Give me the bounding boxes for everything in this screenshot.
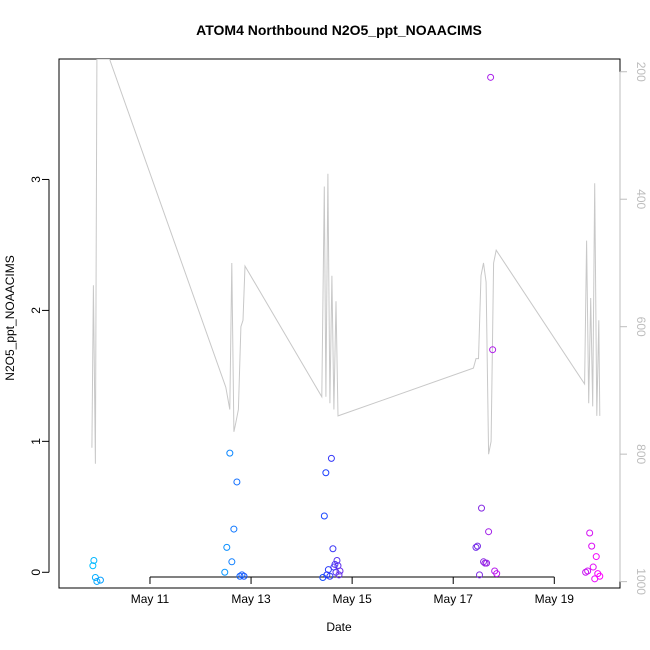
data-point — [487, 73, 495, 81]
x-tick-label: May 17 — [434, 592, 474, 606]
right-tick-label: 1000 — [634, 568, 648, 595]
data-point — [324, 566, 332, 574]
data-point — [223, 543, 231, 551]
data-point — [320, 512, 328, 520]
data-point — [327, 454, 335, 462]
data-point — [596, 572, 604, 580]
data-point — [221, 568, 229, 576]
y-axis: 0 1 2 3 — [29, 176, 50, 576]
right-axis: 200 400 600 800 1000 — [619, 62, 648, 595]
data-point — [586, 529, 594, 537]
data-point — [473, 542, 481, 550]
x-tick-label: May 19 — [535, 592, 575, 606]
right-tick-label: 400 — [634, 189, 648, 209]
data-point — [326, 572, 334, 580]
data-point — [93, 577, 101, 585]
points-layer — [89, 73, 604, 585]
data-point — [236, 572, 244, 580]
x-tick-label: May 13 — [231, 592, 271, 606]
y-tick-label: 0 — [29, 569, 43, 576]
data-point — [90, 557, 98, 565]
data-point — [329, 545, 337, 553]
right-tick-label: 600 — [634, 317, 648, 337]
data-point — [588, 542, 596, 550]
x-axis: May 11 May 13 May 15 May 17 May 19 — [131, 576, 575, 606]
data-point — [96, 576, 104, 584]
chart-title: ATOM4 Northbound N2O5_ppt_NOAACIMS — [196, 22, 482, 38]
data-point — [582, 568, 590, 576]
data-point — [489, 346, 497, 354]
plot-frame — [58, 58, 621, 589]
data-point — [233, 478, 241, 486]
data-point — [238, 571, 246, 579]
y-tick-label: 3 — [29, 176, 43, 183]
data-point — [592, 553, 600, 561]
data-point — [89, 562, 97, 570]
data-point — [228, 558, 236, 566]
data-point — [333, 557, 341, 565]
y-axis-label: N2O5_ppt_NOAACIMS — [3, 255, 17, 380]
data-point — [240, 572, 248, 580]
y-tick-label: 1 — [29, 438, 43, 445]
data-point — [472, 543, 480, 551]
data-point — [589, 563, 597, 571]
right-tick-label: 800 — [634, 444, 648, 464]
data-point — [493, 570, 501, 578]
altitude-line — [91, 59, 601, 464]
right-tick-label: 200 — [634, 62, 648, 82]
y-tick-label: 2 — [29, 307, 43, 314]
data-point — [226, 449, 234, 457]
data-point — [475, 571, 483, 579]
x-tick-label: May 11 — [131, 592, 170, 606]
data-point — [336, 567, 344, 575]
data-point — [485, 528, 493, 536]
data-point — [335, 571, 343, 579]
data-point — [322, 469, 330, 477]
data-point — [230, 525, 238, 533]
data-point — [478, 504, 486, 512]
line-layer — [91, 59, 601, 464]
x-tick-label: May 15 — [332, 592, 372, 606]
data-point — [483, 559, 491, 567]
data-point — [584, 567, 592, 575]
x-axis-label: Date — [326, 620, 352, 634]
